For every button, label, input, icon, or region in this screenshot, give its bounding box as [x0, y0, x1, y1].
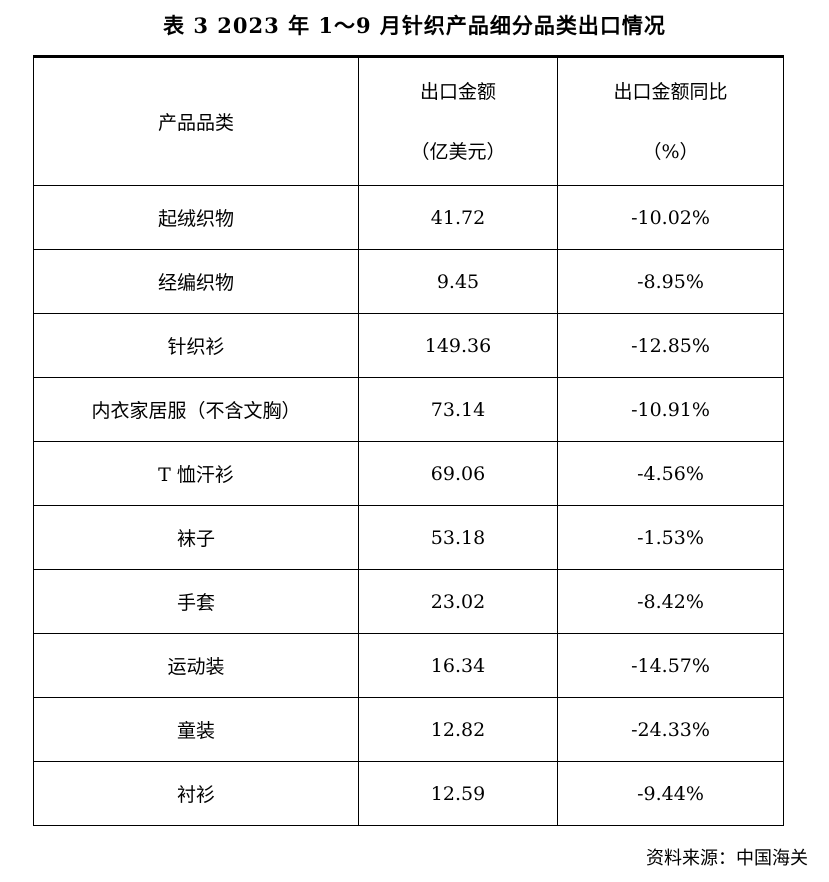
cell-amount: 73.14: [358, 377, 558, 442]
table-row: 手套 23.02 -8.42%: [33, 569, 784, 634]
cell-yoy: -10.91%: [557, 377, 784, 442]
table-row: 针织衫 149.36 -12.85%: [33, 313, 784, 378]
header-amount-label: 出口金额: [419, 80, 496, 103]
cell-category: 袜子: [33, 505, 359, 570]
cell-yoy: -24.33%: [557, 697, 784, 762]
cell-category: 经编织物: [33, 249, 359, 314]
table-row: T 恤汗衫 69.06 -4.56%: [33, 441, 784, 506]
cell-category: 针织衫: [33, 313, 359, 378]
cell-yoy: -4.56%: [557, 441, 784, 506]
header-category: 产品品类: [33, 55, 359, 186]
cell-amount: 9.45: [358, 249, 558, 314]
export-table: 产品品类 出口金额 （亿美元） 出口金额同比 （%） 起绒织物 41.72 -10.…: [33, 55, 784, 826]
table-row: 童装 12.82 -24.33%: [33, 697, 784, 762]
header-row: 产品品类 出口金额 （亿美元） 出口金额同比 （%）: [33, 55, 784, 186]
cell-category: 手套: [33, 569, 359, 634]
cell-amount: 149.36: [358, 313, 558, 378]
cell-category: 起绒织物: [33, 185, 359, 250]
table-row: 经编织物 9.45 -8.95%: [33, 249, 784, 314]
cell-yoy: -9.44%: [557, 761, 784, 826]
cell-yoy: -10.02%: [557, 185, 784, 250]
header-yoy-unit: （%）: [642, 140, 699, 163]
cell-category: T 恤汗衫: [33, 441, 359, 506]
header-amount-unit: （亿美元）: [410, 140, 506, 163]
cell-yoy: -1.53%: [557, 505, 784, 570]
table-row: 运动装 16.34 -14.57%: [33, 633, 784, 698]
table-row: 衬衫 12.59 -9.44%: [33, 761, 784, 826]
table-row: 袜子 53.18 -1.53%: [33, 505, 784, 570]
cell-yoy: -8.42%: [557, 569, 784, 634]
cell-yoy: -14.57%: [557, 633, 784, 698]
cell-amount: 69.06: [358, 441, 558, 506]
table-row: 内衣家居服（不含文胸） 73.14 -10.91%: [33, 377, 784, 442]
cell-category: 衬衫: [33, 761, 359, 826]
cell-yoy: -8.95%: [557, 249, 784, 314]
cell-yoy: -12.85%: [557, 313, 784, 378]
cell-amount: 41.72: [358, 185, 558, 250]
header-amount: 出口金额 （亿美元）: [358, 55, 558, 186]
cell-amount: 23.02: [358, 569, 558, 634]
cell-amount: 53.18: [358, 505, 558, 570]
header-yoy: 出口金额同比 （%）: [557, 55, 784, 186]
table-title: 表 3 2023 年 1～9 月针织产品细分品类出口情况: [163, 13, 666, 38]
cell-amount: 12.59: [358, 761, 558, 826]
cell-amount: 16.34: [358, 633, 558, 698]
table-row: 起绒织物 41.72 -10.02%: [33, 185, 784, 250]
cell-category: 童装: [33, 697, 359, 762]
cell-category: 运动装: [33, 633, 359, 698]
cell-category: 内衣家居服（不含文胸）: [33, 377, 359, 442]
cell-amount: 12.82: [358, 697, 558, 762]
source-note: 资料来源：中国海关: [646, 848, 808, 869]
header-yoy-label: 出口金额同比: [613, 80, 728, 103]
